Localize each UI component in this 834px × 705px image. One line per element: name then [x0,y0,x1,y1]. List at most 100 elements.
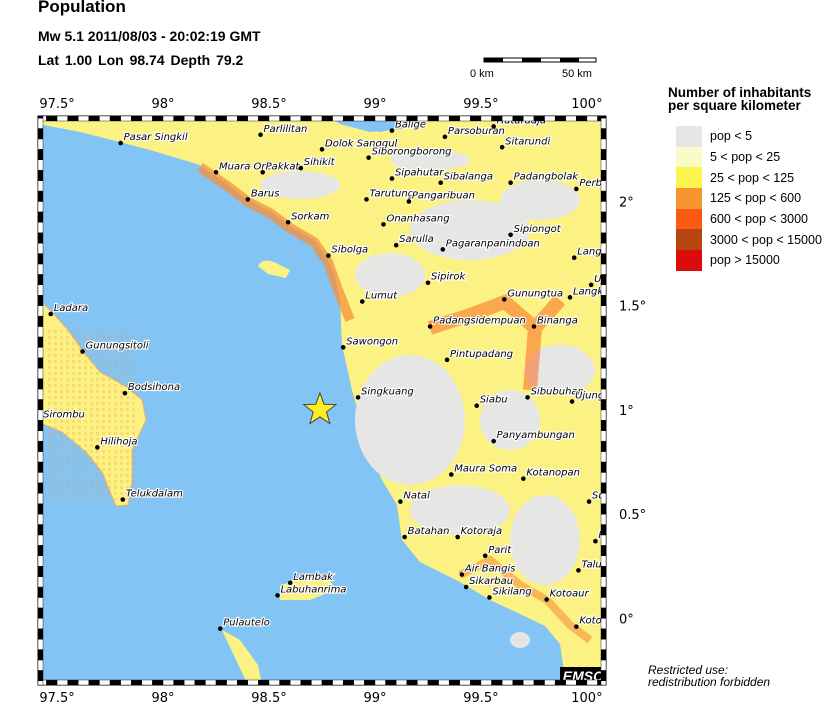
city-dot-icon [531,324,537,329]
city-dot-icon [80,349,85,354]
city-dot-icon [285,219,291,225]
city[interactable]: Sipiongot [508,223,563,238]
city[interactable]: Kotop [574,615,608,629]
city-label: Padangsidempuan [433,316,526,327]
city[interactable]: Pintupadang [444,348,514,363]
city[interactable]: Balige [389,118,427,133]
usage-note-line1: Restricted use: [648,663,729,677]
city[interactable]: Parsoburan [442,125,506,140]
city-dot-icon [474,403,480,409]
city[interactable]: Sihikit [298,156,337,171]
city[interactable]: Parlilitan [258,123,308,138]
city[interactable]: Sikarbau [463,575,514,590]
city[interactable]: Natal [398,489,431,504]
city[interactable]: Telukdalam [120,487,184,502]
city[interactable]: Singkuang [355,385,415,400]
city[interactable]: Kotanopan [521,467,581,481]
city[interactable]: Talu [576,558,603,573]
city[interactable]: Ujungb [569,389,611,404]
city[interactable]: Hilihoja [95,435,139,450]
city[interactable]: Sipirok [425,271,468,286]
city-label: Kotoaur [550,589,590,600]
city[interactable]: Sawongon [340,335,399,350]
city-label: Gunungtua [507,288,563,299]
scale-end-label: 50 km [562,68,592,80]
legend-label: 25 < pop < 125 [710,170,795,185]
city[interactable]: Air Bangis [459,562,517,577]
city[interactable]: Kotoaur [544,587,591,602]
city-dot-icon [389,128,395,133]
city[interactable]: Pulautelo [217,617,271,632]
city[interactable]: Dolok Sanggul [319,137,399,152]
city[interactable]: Gunungsitoli [80,339,150,354]
city[interactable]: Labuhanrima [275,583,348,598]
city[interactable]: Gunungtua [501,287,564,302]
city-dot-icon [574,624,579,629]
city[interactable]: Panyambungan [491,429,576,444]
city-label: Lambak [293,572,334,583]
city-dot-icon [298,165,304,171]
city-dot-icon [287,580,293,586]
legend: pop < 5 5 < pop < 25 25 < pop < 125 125 < p… [676,126,822,271]
city[interactable]: Langga [571,246,614,261]
city[interactable]: Lumut [359,289,399,304]
city-label: Telukdalam [126,489,183,500]
city[interactable]: Binanga [531,314,579,329]
city-dot-icon [501,297,507,302]
city[interactable]: Lambak [287,571,335,586]
map-title: Population [38,0,126,16]
legend-item: 3000 < pop < 15000 [676,229,822,251]
city[interactable]: Pagaranpanindoan [440,237,541,252]
city[interactable]: Onanhasang [381,212,451,227]
city[interactable]: Sitarundi [499,135,552,150]
city[interactable]: Muara Ore [213,160,273,175]
city[interactable]: Sibubuhan [525,385,585,400]
city-dot-icon [521,476,526,481]
city-dot-icon [588,282,594,288]
city[interactable]: Batahan [402,525,451,540]
legend-item: pop < 5 [676,126,822,147]
city[interactable]: Maura Soma [448,462,518,477]
city-dot-icon [444,357,450,363]
city[interactable]: Bodsihona [122,381,181,396]
city-dot-icon [245,197,251,202]
city[interactable]: Sorkam [285,210,331,225]
lon-tick-label: 98.5° [251,691,286,705]
city[interactable]: Hutaradja [491,115,547,129]
epicenter-star-icon[interactable] [302,391,338,425]
city[interactable]: Padangsidempuan [427,314,527,329]
city[interactable]: Padangbolak [508,171,580,185]
city[interactable]: Sarulla [393,233,435,248]
city-label: Muara Ore [219,161,272,172]
city-label: Natal [403,491,430,502]
city[interactable]: Siabu [474,394,509,409]
city-dot-icon [463,584,469,590]
lat-tick-label: 0° [619,612,634,627]
city-dot-icon [442,134,448,140]
city[interactable]: Pangaribuan [406,189,476,204]
mansalar-island [258,260,290,278]
city-label: Singkuang [361,386,414,397]
city[interactable]: Siborongborong [366,146,453,160]
city-label: Sipirok [431,272,466,283]
city-dot-icon [499,144,505,150]
city[interactable]: Tarutung [364,187,415,202]
city[interactable]: Barus [245,187,281,202]
city[interactable]: Perba [574,177,608,192]
low-density-areas [260,150,595,648]
city[interactable]: Pakkat [260,160,302,175]
city[interactable]: Kotoraja [455,525,503,540]
city[interactable]: Sibalanga [438,171,494,185]
city[interactable]: Parit [482,544,513,559]
city[interactable]: Langkir [567,285,611,300]
lon-tick-label: 100° [571,97,602,112]
city[interactable]: Ladara [48,302,89,317]
city-label: Talu [581,559,601,570]
city-dot-icon [569,399,575,404]
city[interactable]: Sikilang [487,585,533,600]
city[interactable]: Pasar Singkil [118,131,189,146]
city[interactable]: Sipahutar [389,166,445,181]
city[interactable]: Sibolga [326,244,369,258]
city-label: Tarutung [370,188,415,199]
